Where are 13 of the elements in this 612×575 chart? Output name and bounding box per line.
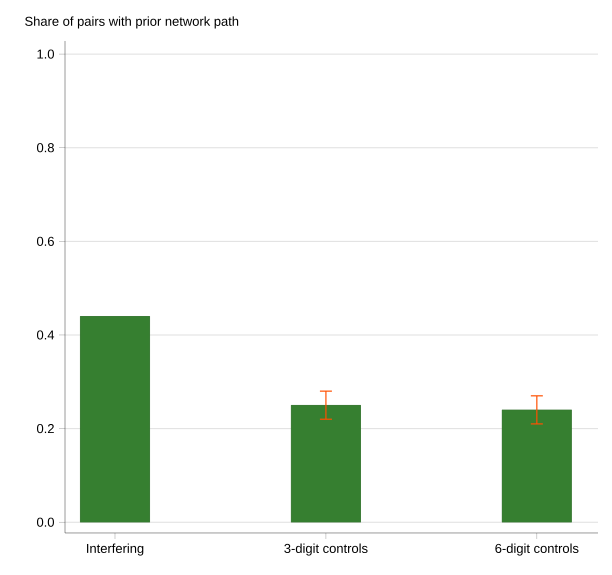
y-tick-label: 1.0 bbox=[37, 50, 54, 59]
y-tick-label: 0.0 bbox=[36, 518, 54, 527]
x-tick-label: Interfering bbox=[87, 543, 144, 556]
y-axis-title: Share of pairs with prior network path bbox=[25, 16, 238, 28]
bar bbox=[502, 410, 572, 522]
x-tick-label: 3-digit controls bbox=[284, 543, 368, 556]
y-tick-label: 0.6 bbox=[36, 236, 54, 246]
bar bbox=[290, 404, 361, 522]
y-tick-label: 0.2 bbox=[36, 424, 54, 434]
y-tick-label: 0.8 bbox=[36, 143, 54, 152]
bar bbox=[80, 316, 150, 522]
y-tick-label: 0.4 bbox=[36, 330, 54, 340]
x-tick-label: 6-digit controls bbox=[495, 543, 578, 556]
